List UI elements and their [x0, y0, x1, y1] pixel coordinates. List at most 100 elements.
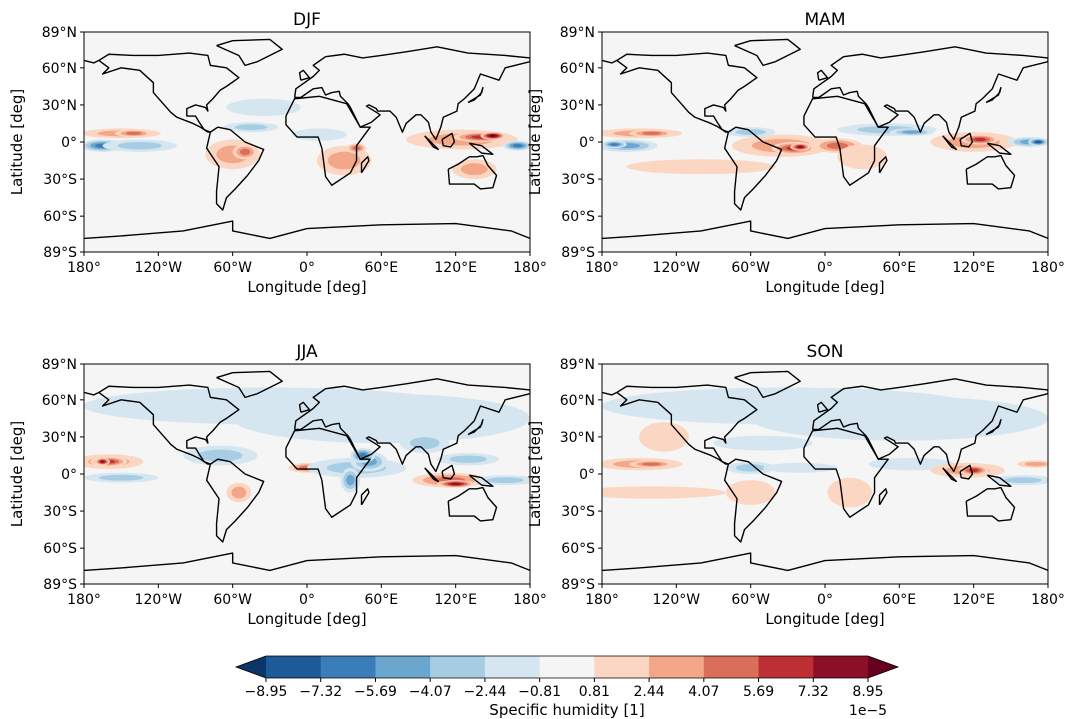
x-tick-label: 60°E [364, 260, 398, 276]
y-tick-label: 89°S [561, 577, 595, 593]
coastline [878, 156, 888, 174]
coastline [467, 418, 484, 436]
contour-region [125, 131, 142, 135]
x-tick-label: 60°W [731, 260, 770, 276]
coastline [985, 86, 1002, 104]
y-tick-label: 60°S [561, 541, 595, 557]
coastline [602, 59, 618, 64]
y-tick-label: 60°N [560, 61, 595, 77]
colorbar-extend-max [868, 656, 898, 678]
colorbar-tick-label: 5.69 [743, 684, 774, 700]
contour-region [868, 457, 956, 471]
x-tick-label: 120°E [952, 260, 995, 276]
x-tick-label: 180° [585, 592, 619, 608]
x-tick-label: 0° [817, 592, 833, 608]
colorbar-segment [484, 656, 541, 678]
x-tick-label: 120°W [653, 260, 701, 276]
y-tick-label: 60°S [43, 209, 77, 225]
y-tick-label: 60°S [43, 541, 77, 557]
contour-region [450, 482, 461, 485]
y-tick-label: 60°N [42, 61, 77, 77]
y-axis-label: Latitude [deg] [526, 421, 544, 527]
coastline [602, 220, 1048, 240]
coastline [447, 486, 498, 522]
coastline [285, 427, 371, 518]
x-tick-label: 180° [585, 260, 619, 276]
coastline [965, 154, 1016, 190]
y-tick-label: 89°S [43, 245, 77, 261]
colorbar-segment [594, 656, 650, 678]
coastline [803, 95, 889, 186]
contour-region [973, 137, 987, 142]
contour-region [1024, 461, 1047, 467]
map-panel-jja: JJA 180° 120°W 60°W 0° 60°E 120°E 180° 89°N 60°N 3… [8, 342, 547, 628]
coastline [441, 132, 456, 148]
coastline [734, 38, 801, 67]
coastline [959, 132, 974, 148]
coastline [298, 401, 311, 413]
coastline [602, 391, 618, 396]
y-axis-label: Latitude [deg] [8, 89, 26, 195]
colorbar-segment [430, 656, 486, 678]
coastline [468, 142, 494, 156]
x-tick-label: 120°W [135, 592, 183, 608]
contour-region [449, 455, 487, 463]
coastline [985, 418, 1002, 436]
contour-region [409, 437, 440, 450]
contour-region [234, 124, 268, 131]
anomaly-field [602, 370, 1048, 572]
contour-region [489, 134, 496, 137]
coastline [205, 126, 265, 211]
coastline [878, 488, 888, 506]
contour-region [231, 486, 247, 499]
coastline [424, 135, 440, 151]
coastline [424, 467, 440, 483]
contour-region [827, 477, 873, 508]
y-tick-label: 30°S [43, 504, 77, 520]
coastline [986, 142, 1012, 156]
contour-region [460, 163, 488, 176]
x-axis-label: Longitude [deg] [765, 278, 884, 296]
coastline [98, 52, 240, 133]
y-tick-label: 0° [61, 135, 77, 151]
colorbar-segment [758, 656, 814, 678]
x-tick-label: 180° [513, 592, 547, 608]
contour-region [226, 98, 301, 117]
x-tick-label: 60°E [364, 592, 398, 608]
y-tick-label: 30°N [560, 98, 595, 114]
contour-region [713, 435, 813, 451]
x-tick-label: 120°E [952, 592, 995, 608]
colorbar-tick-label: 0.81 [579, 684, 610, 700]
y-tick-label: 30°N [42, 98, 77, 114]
colorbar-tick-label: −4.07 [409, 684, 452, 700]
y-tick-label: 30°N [42, 430, 77, 446]
colorbar-segment [539, 656, 595, 678]
x-tick-label: 0° [299, 260, 315, 276]
coastline [84, 552, 530, 572]
y-tick-label: 0° [579, 467, 595, 483]
y-tick-label: 60°N [560, 393, 595, 409]
coastline [205, 458, 265, 543]
coastline [98, 384, 240, 465]
contour-region [968, 468, 979, 472]
coastline [84, 391, 100, 396]
coastline [602, 552, 1048, 572]
coastline [293, 46, 530, 141]
contour-region [902, 130, 922, 134]
coastline [616, 384, 758, 465]
colorbar-tick-label: −0.81 [518, 684, 561, 700]
coastline [360, 156, 370, 174]
coastline [816, 401, 829, 413]
contour-region [117, 142, 163, 150]
y-tick-label: 0° [579, 135, 595, 151]
anomaly-field [602, 38, 1048, 240]
y-tick-label: 0° [61, 467, 77, 483]
y-axis-label: Latitude [deg] [8, 421, 26, 527]
x-tick-label: 60°W [731, 592, 770, 608]
contour-region [486, 477, 524, 484]
contour-region [512, 144, 523, 148]
coastline [84, 220, 530, 240]
map-panel-mam: MAM 180° 120°W 60°W 0° 60°E 120°E 180° 89°N 60°N 3… [526, 10, 1065, 296]
coastline [216, 38, 283, 67]
